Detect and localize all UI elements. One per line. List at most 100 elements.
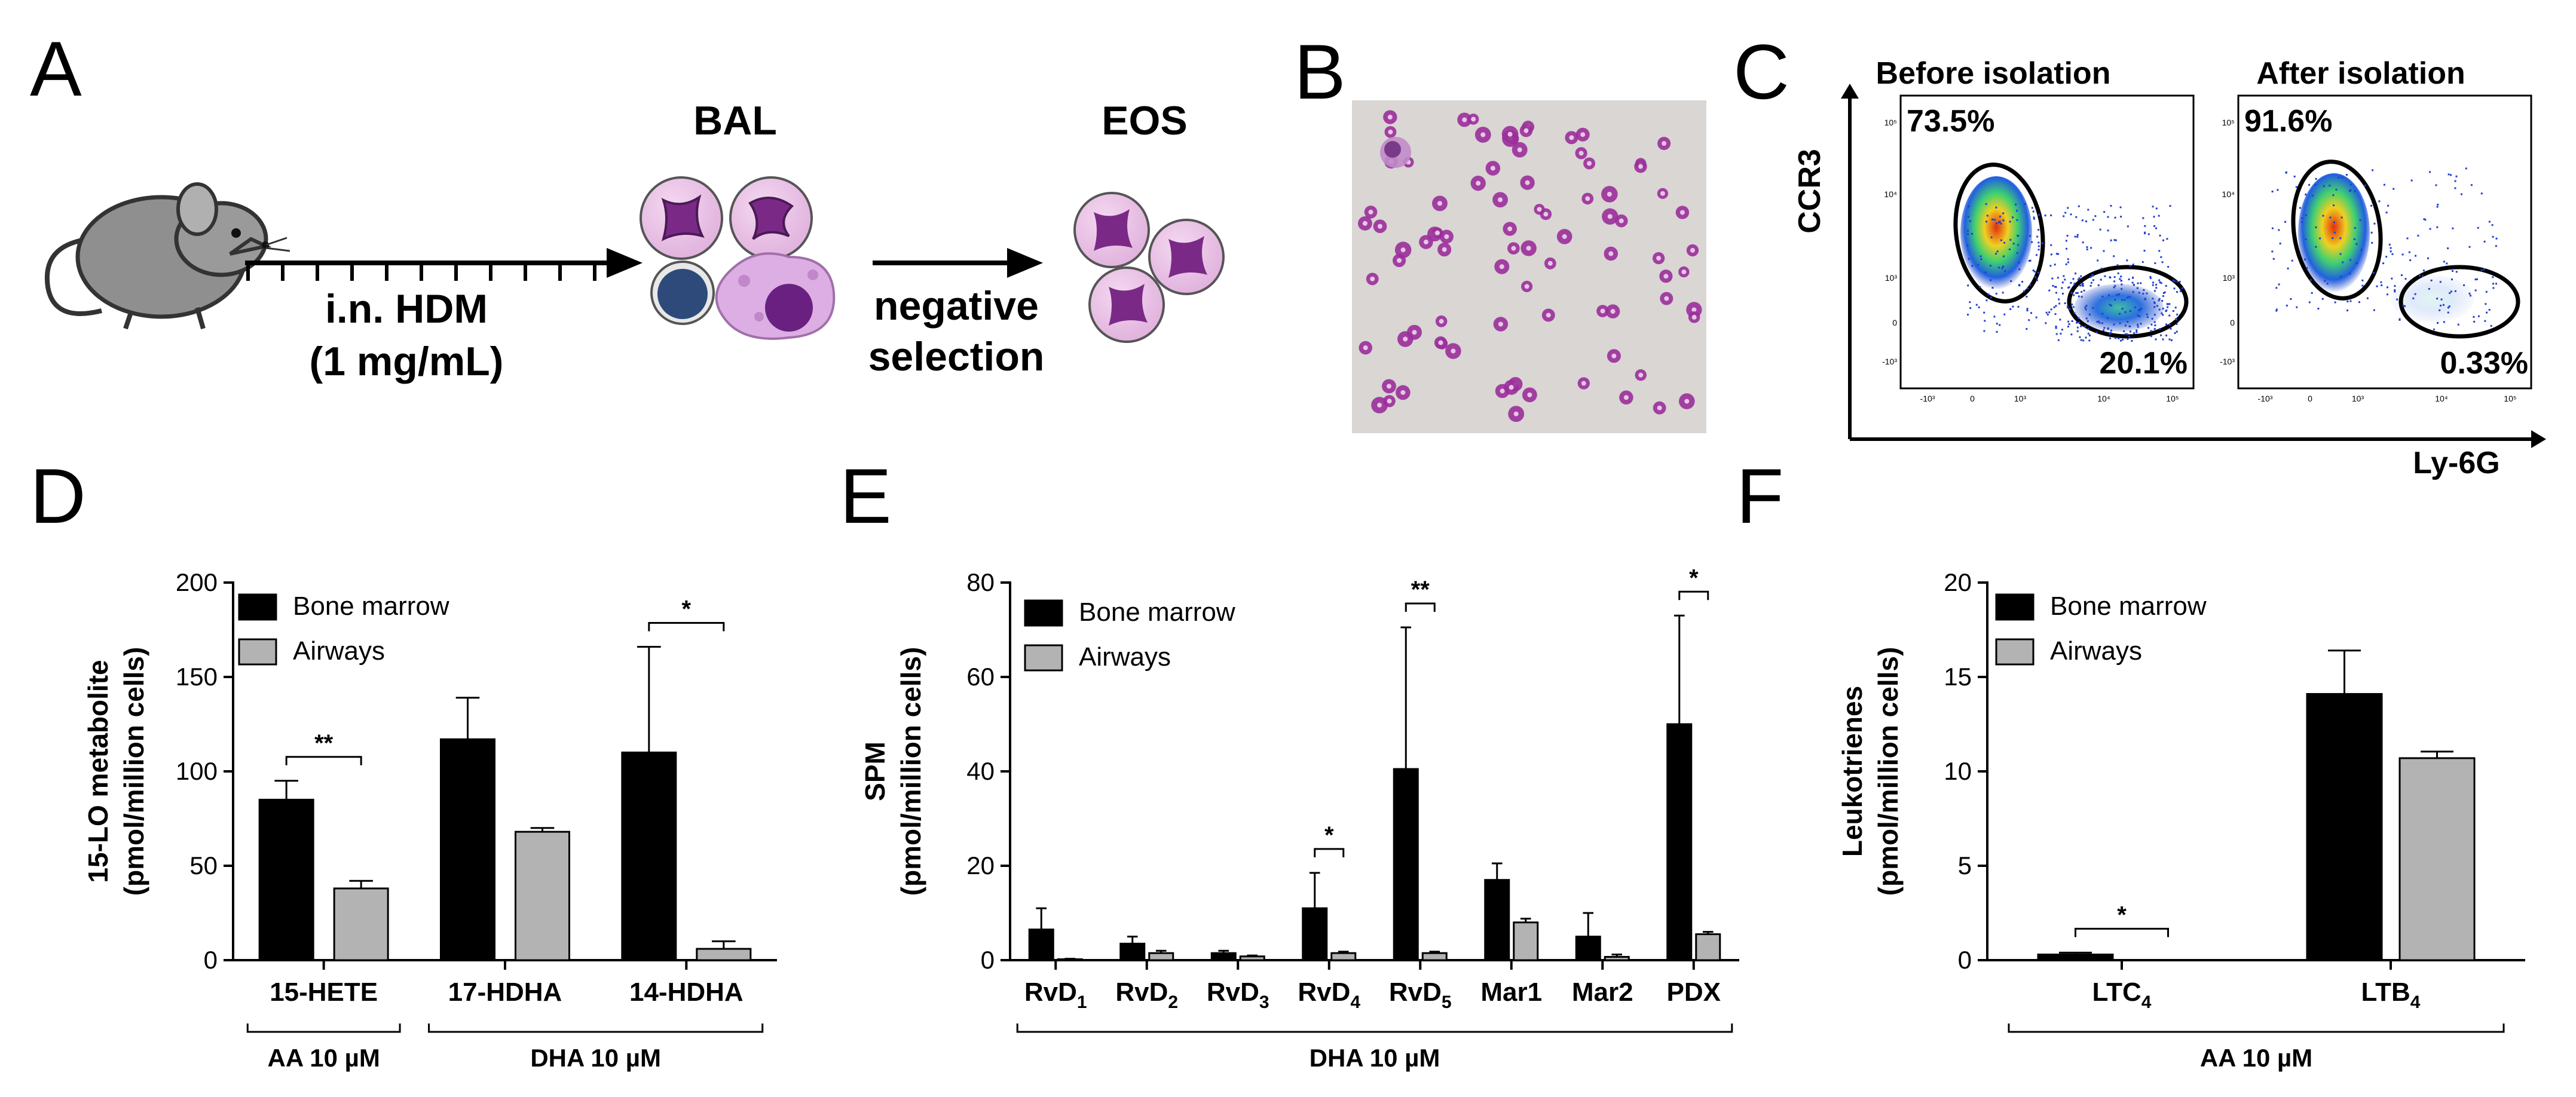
flow-event	[2422, 275, 2424, 277]
bar	[2306, 692, 2383, 961]
flow-event	[2110, 239, 2112, 241]
flow-event	[2080, 339, 2082, 341]
flow-event	[2075, 216, 2078, 218]
flow-event	[2154, 324, 2156, 327]
flow-event	[2342, 261, 2344, 263]
flow-event	[2147, 233, 2150, 235]
flow-event	[2473, 315, 2475, 318]
flow-event	[2170, 327, 2172, 330]
stained-cell	[1384, 125, 1397, 138]
flow-event	[2076, 326, 2079, 329]
flow-event	[2158, 279, 2161, 281]
flow-event	[2029, 259, 2032, 262]
flow-event	[2338, 176, 2340, 179]
bar	[515, 831, 570, 961]
stained-cell	[1457, 112, 1472, 127]
flow-event	[2333, 204, 2335, 207]
flow-event	[2102, 329, 2104, 332]
flow-event	[2153, 314, 2156, 316]
flow-event	[2309, 279, 2312, 281]
bar	[1210, 952, 1237, 961]
flow-event	[2495, 283, 2498, 285]
stained-cell	[1445, 343, 1461, 359]
flow-event	[2092, 219, 2094, 221]
stained-cell	[1508, 406, 1525, 422]
flow-event	[2107, 327, 2109, 329]
svg-text:10³: 10³	[2352, 394, 2364, 403]
flow-event	[2097, 284, 2100, 286]
flow-event	[2124, 311, 2127, 313]
flow-event	[2167, 303, 2169, 305]
flow-event	[2081, 296, 2083, 298]
flow-event	[2033, 217, 2035, 220]
flow-event	[1998, 221, 2000, 223]
flow-event	[2349, 272, 2351, 275]
bar	[1666, 723, 1693, 961]
flow-event	[2107, 216, 2109, 218]
flow-event	[2055, 327, 2057, 329]
flow-event	[2290, 298, 2292, 300]
flow-event	[2076, 234, 2079, 236]
flow-event	[2440, 298, 2443, 301]
panel-c: C CCR3 Ly-6G Before isolation 73.5% 20.1…	[1733, 28, 2546, 480]
flow-event	[2026, 308, 2029, 310]
flow-event	[2385, 256, 2388, 258]
flow-event	[2089, 284, 2092, 287]
flow-event	[1967, 233, 1969, 235]
flow-event	[2400, 274, 2403, 277]
flow-event	[2116, 264, 2119, 266]
flow-event	[2078, 277, 2081, 280]
flow-event	[2138, 315, 2141, 317]
stained-cell	[1435, 315, 1448, 327]
flow-event	[2107, 229, 2109, 232]
flow-event	[2050, 244, 2052, 246]
flow-event	[2447, 307, 2449, 309]
flow-event	[2315, 177, 2317, 180]
flow-event	[2115, 239, 2117, 241]
flow-event	[1966, 244, 1969, 247]
flow-event	[1993, 219, 1996, 221]
flow-event	[2446, 262, 2448, 265]
flow-event	[2011, 216, 2014, 219]
flow-event	[2355, 262, 2358, 265]
flow-event	[2030, 312, 2032, 314]
flow-event	[2391, 277, 2393, 280]
flow-event	[2121, 299, 2123, 301]
flow-event	[2153, 290, 2156, 292]
flow-event	[2436, 226, 2439, 228]
flow-event	[2036, 279, 2038, 281]
flow-event	[2046, 314, 2049, 316]
flow-event	[2002, 292, 2004, 294]
flow-event	[2284, 220, 2287, 223]
x-tick-label: 15-HETE	[270, 978, 378, 1007]
flow-event	[2084, 326, 2087, 328]
flow-event	[2137, 282, 2139, 284]
flow-event	[2066, 305, 2069, 308]
flow-event	[2134, 306, 2136, 308]
flow-event	[1979, 286, 1981, 288]
flow-event	[1990, 296, 1992, 299]
flow-event	[2090, 281, 2092, 284]
flow-event	[2146, 313, 2148, 315]
flow-event	[2087, 209, 2089, 211]
bar	[1421, 952, 1448, 961]
x-tick-label: RvD4	[1298, 978, 1360, 1012]
flow-event	[1995, 292, 1997, 295]
gate-lower	[2067, 265, 2189, 339]
flow-event	[2495, 237, 2498, 240]
flow-event	[2152, 281, 2154, 284]
flow-event	[2081, 219, 2084, 222]
significance-label: *	[2117, 902, 2127, 928]
bar	[333, 887, 389, 961]
flow-event	[2037, 241, 2040, 244]
flow-event	[2067, 261, 2069, 263]
flow-event	[2439, 281, 2442, 283]
flow-event	[2089, 313, 2091, 315]
group-label: AA 10 µM	[267, 1044, 380, 1072]
flow-event	[2161, 300, 2164, 302]
significance-label: **	[1411, 577, 1430, 603]
stained-cell	[1659, 269, 1673, 283]
y-tick-label: 50	[189, 851, 218, 880]
timeline-axis	[245, 248, 643, 281]
flow-event	[2069, 308, 2071, 310]
